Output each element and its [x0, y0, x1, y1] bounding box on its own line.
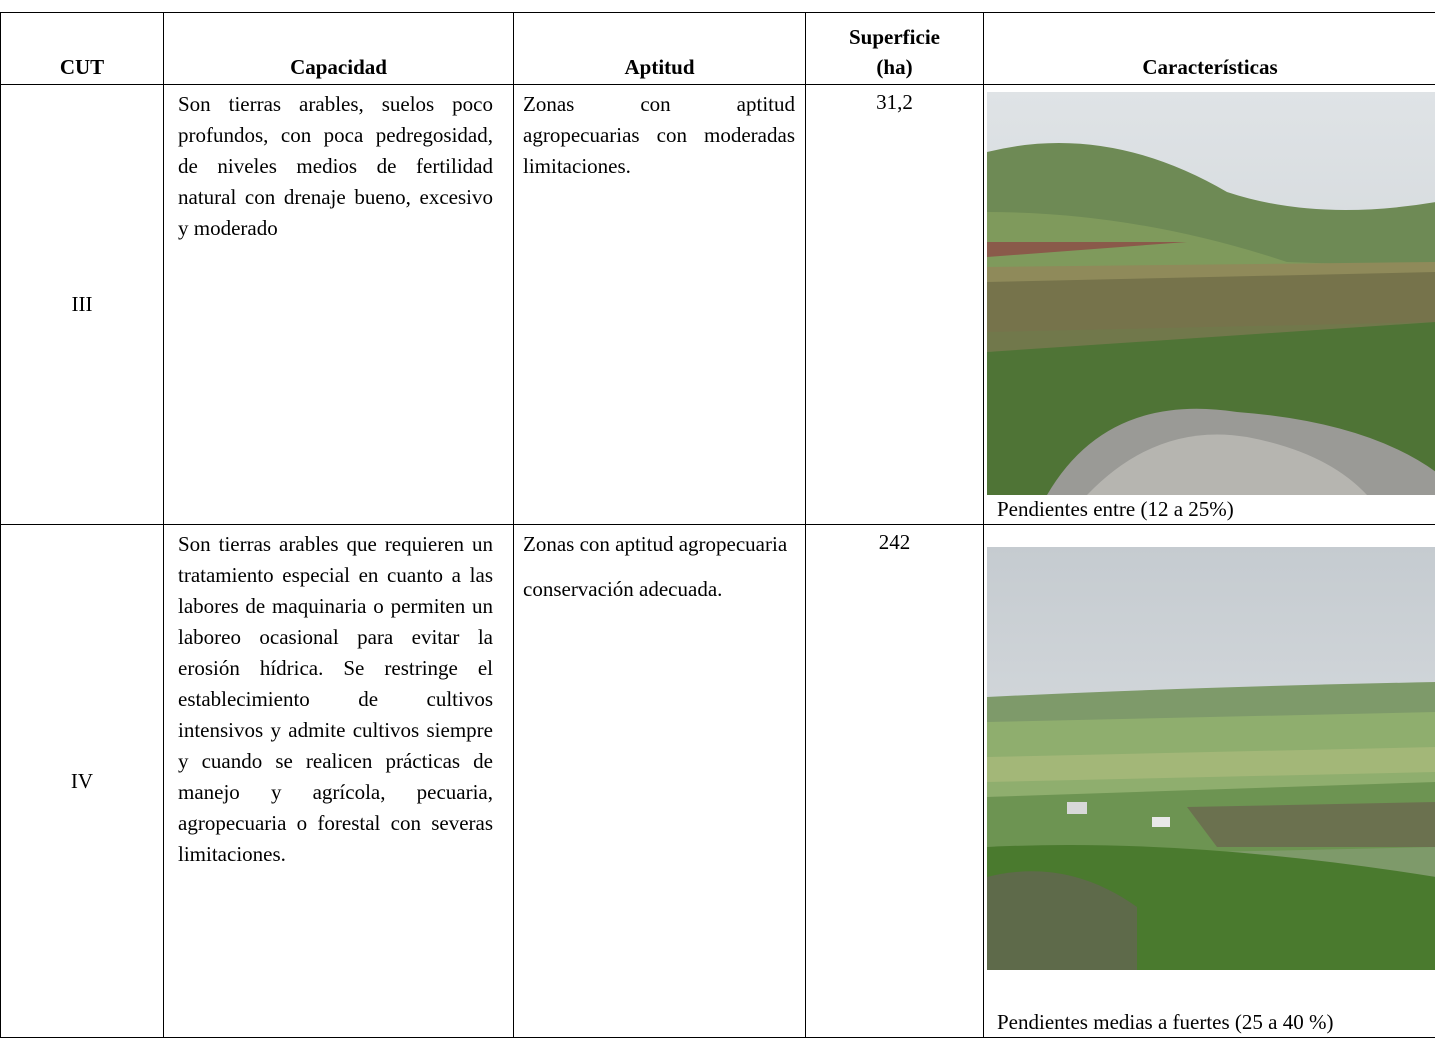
cut-cell: III	[1, 85, 164, 525]
row: IV Son tierras arables que requieren un …	[1, 525, 1435, 1038]
cut-cell: IV	[1, 525, 164, 1038]
aptitud-text: conservación adecuada.	[523, 574, 795, 605]
photo	[987, 547, 1435, 970]
superficie-cell: 31,2	[806, 85, 984, 525]
aptitud-text: Zonas con aptitud agropecuaria	[523, 529, 795, 560]
photo-caption: Pendientes entre (12 a 25%)	[997, 497, 1234, 522]
header-cell: Aptitud	[514, 13, 806, 85]
header-cell: CUT	[1, 13, 164, 85]
capacidad-cell: Son tierras arables que requieren un tra…	[164, 525, 514, 1038]
superficie-cell: 242	[806, 525, 984, 1038]
header-cell: Características	[984, 13, 1435, 85]
aptitud-cell: Zonas con aptitud agropecuarias con mode…	[514, 85, 806, 525]
header-text: Superficie (ha)	[849, 22, 940, 82]
header-row: CUT Capacidad Aptitud Superficie (ha) Ca…	[1, 13, 1435, 85]
photo	[987, 92, 1435, 495]
row: III Son tierras arables, suelos poco pro…	[1, 85, 1435, 525]
header-cell: Superficie (ha)	[806, 13, 984, 85]
capacidad-cell: Son tierras arables, suelos poco profund…	[164, 85, 514, 525]
aptitud-cell: Zonas con aptitud agropecuaria conservaci…	[514, 525, 806, 1038]
aptitud-text: Zonas con aptitud agropecuarias con mode…	[523, 89, 795, 182]
photo-cell: Pendientes medias a fuertes (25 a 40 %)	[984, 525, 1435, 1038]
land-table: CUT Capacidad Aptitud Superficie (ha) Ca…	[0, 12, 1435, 1038]
photo-caption: Pendientes medias a fuertes (25 a 40 %)	[997, 1010, 1333, 1035]
photo-cell: Pendientes entre (12 a 25%)	[984, 85, 1435, 525]
header-cell: Capacidad	[164, 13, 514, 85]
